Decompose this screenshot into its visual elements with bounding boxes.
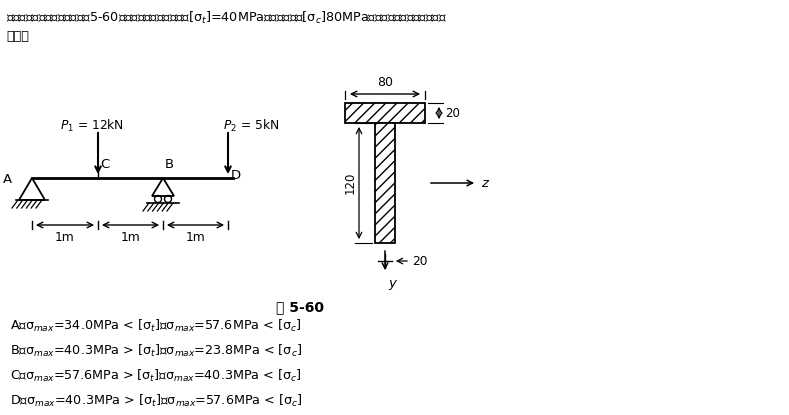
Text: z: z: [481, 176, 488, 190]
Text: 1m: 1m: [55, 231, 75, 244]
Text: A: A: [3, 173, 12, 186]
Text: B: B: [165, 158, 174, 171]
Text: 铸铁梁的受载及截面尺寸如图5-60所示。材料的许用拉应力[σ$_t$]=40MPa，许用压应力[σ$_c$]80MPa。则此梁强度计算的结果是: 铸铁梁的受载及截面尺寸如图5-60所示。材料的许用拉应力[σ$_t$]=40MP…: [6, 10, 447, 26]
Text: $P_1$ = 12kN: $P_1$ = 12kN: [60, 118, 124, 134]
Text: D．σ$_{max}$=40.3MPa > [σ$_t$]，σ$_{max}$=57.6MPa < [σ$_c$]: D．σ$_{max}$=40.3MPa > [σ$_t$]，σ$_{max}$=…: [10, 393, 303, 409]
Text: 图 5-60: 图 5-60: [276, 300, 324, 314]
Text: 20: 20: [412, 254, 428, 268]
Bar: [345, 103, 425, 123]
Text: （）。: （）。: [6, 30, 29, 43]
Text: B．σ$_{max}$=40.3MPa > [σ$_t$]，σ$_{max}$=23.8MPa < [σ$_c$]: B．σ$_{max}$=40.3MPa > [σ$_t$]，σ$_{max}$=…: [10, 343, 302, 359]
Text: y: y: [388, 277, 396, 290]
Text: C．σ$_{max}$=57.6MPa > [σ$_t$]，σ$_{max}$=40.3MPa < [σ$_c$]: C．σ$_{max}$=57.6MPa > [σ$_t$]，σ$_{max}$=…: [10, 368, 302, 384]
Text: C: C: [100, 158, 109, 171]
Text: 1m: 1m: [121, 231, 140, 244]
Text: 1m: 1m: [185, 231, 205, 244]
Text: $P_2$ = 5kN: $P_2$ = 5kN: [223, 118, 279, 134]
Text: 20: 20: [445, 107, 460, 120]
Text: D: D: [231, 168, 241, 181]
Bar: [375, 123, 395, 243]
Text: A．σ$_{max}$=34.0MPa < [σ$_t$]，σ$_{max}$=57.6MPa < [σ$_c$]: A．σ$_{max}$=34.0MPa < [σ$_t$]，σ$_{max}$=…: [10, 318, 301, 334]
Text: 80: 80: [377, 76, 393, 89]
Text: 120: 120: [344, 172, 357, 194]
